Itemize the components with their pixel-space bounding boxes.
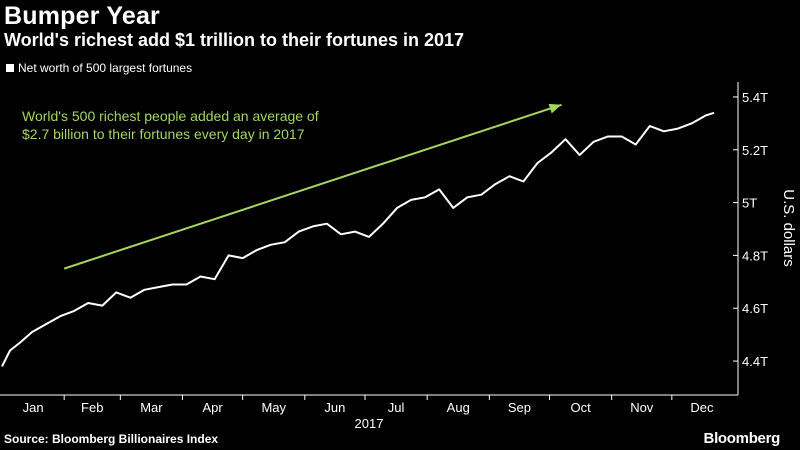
- y-tick-label: 4.8T: [742, 248, 768, 263]
- brand-logo: Bloomberg: [703, 430, 781, 447]
- x-tick-label: Feb: [81, 400, 103, 415]
- annotation-text-line1: World's 500 richest people added an aver…: [22, 108, 319, 124]
- legend: Net worth of 500 largest fortunes: [6, 61, 192, 75]
- y-axis-label: U.S. dollars: [780, 189, 797, 267]
- annotation-arrow-head: [548, 103, 562, 114]
- y-tick-label: 4.6T: [742, 301, 768, 316]
- series-line: [1, 111, 715, 367]
- y-tick-label: 5.4T: [742, 90, 768, 105]
- x-tick-label: Oct: [570, 400, 591, 415]
- legend-label: Net worth of 500 largest fortunes: [18, 61, 193, 75]
- x-tick-label: Mar: [140, 400, 163, 415]
- legend-swatch: [6, 64, 14, 72]
- source-note: Source: Bloomberg Billionaires Index: [4, 432, 219, 446]
- annotation-text-line2: $2.7 billion to their fortunes every day…: [22, 126, 305, 142]
- chart-title: Bumper Year: [4, 2, 160, 30]
- chart-subtitle: World's richest add $1 trillion to their…: [4, 30, 465, 50]
- x-tick-label: Sep: [508, 400, 531, 415]
- x-tick-label: Apr: [202, 400, 223, 415]
- x-tick-label: Aug: [447, 400, 470, 415]
- x-tick-label: Jul: [388, 400, 405, 415]
- x-axis-label: 2017: [355, 416, 384, 431]
- x-tick-label: Jun: [324, 400, 345, 415]
- x-tick-label: Nov: [630, 400, 654, 415]
- y-tick-label: 5T: [742, 196, 757, 211]
- x-tick-label: Jan: [23, 400, 44, 415]
- annotation-arrow-line: [63, 103, 562, 270]
- y-tick-label: 5.2T: [742, 143, 768, 158]
- x-tick-label: Dec: [690, 400, 714, 415]
- x-tick-label: May: [261, 400, 286, 415]
- y-tick-label: 4.4T: [742, 354, 768, 369]
